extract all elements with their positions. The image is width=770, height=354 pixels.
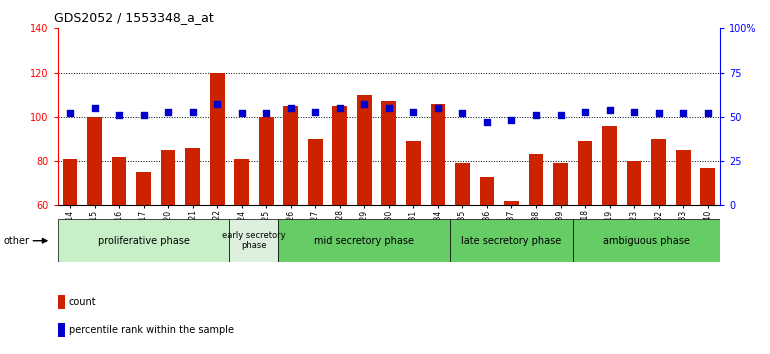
Point	[64, 110, 76, 116]
Point	[628, 109, 641, 114]
Text: early secretory
phase: early secretory phase	[222, 231, 286, 250]
Point	[137, 112, 149, 118]
Bar	[602, 126, 617, 205]
Text: ambiguous phase: ambiguous phase	[603, 236, 690, 246]
Text: mid secretory phase: mid secretory phase	[314, 236, 414, 246]
Bar	[234, 159, 249, 205]
Bar	[333, 106, 347, 205]
Bar	[553, 163, 568, 205]
Point	[309, 109, 321, 114]
Point	[554, 112, 567, 118]
Point	[260, 110, 273, 116]
Bar	[676, 150, 691, 205]
Bar	[406, 141, 420, 205]
Point	[652, 110, 665, 116]
Point	[505, 118, 517, 123]
Bar	[136, 172, 151, 205]
Bar	[259, 117, 273, 205]
Bar	[161, 150, 176, 205]
Bar	[701, 168, 715, 205]
Bar	[455, 163, 470, 205]
Bar	[62, 159, 77, 205]
Point	[211, 102, 223, 107]
Bar	[279, 219, 450, 262]
Point	[186, 109, 199, 114]
Point	[677, 110, 689, 116]
Bar	[58, 219, 229, 262]
Text: percentile rank within the sample: percentile rank within the sample	[69, 325, 233, 335]
Point	[701, 110, 714, 116]
Bar	[58, 323, 65, 337]
Bar	[283, 106, 298, 205]
Bar	[87, 117, 102, 205]
Bar	[480, 177, 494, 205]
Text: late secretory phase: late secretory phase	[461, 236, 561, 246]
Point	[530, 112, 542, 118]
Point	[604, 107, 616, 113]
Bar	[357, 95, 372, 205]
Point	[333, 105, 346, 111]
Bar	[450, 219, 573, 262]
Text: count: count	[69, 297, 96, 307]
Bar	[651, 139, 666, 205]
Bar	[578, 141, 592, 205]
Bar	[186, 148, 200, 205]
Text: GDS2052 / 1553348_a_at: GDS2052 / 1553348_a_at	[54, 11, 213, 24]
Bar	[112, 156, 126, 205]
Bar	[504, 201, 519, 205]
Bar	[573, 219, 720, 262]
Point	[358, 102, 370, 107]
Bar	[58, 295, 65, 309]
Bar	[627, 161, 641, 205]
Point	[383, 105, 395, 111]
Bar	[209, 73, 225, 205]
Bar	[529, 154, 544, 205]
Point	[407, 109, 420, 114]
Point	[480, 119, 493, 125]
Point	[579, 109, 591, 114]
Point	[457, 110, 469, 116]
Point	[162, 109, 174, 114]
Point	[285, 105, 297, 111]
Point	[432, 105, 444, 111]
Bar	[381, 101, 397, 205]
Point	[236, 110, 248, 116]
Bar	[229, 219, 279, 262]
Point	[113, 112, 126, 118]
Text: proliferative phase: proliferative phase	[98, 236, 189, 246]
Bar	[308, 139, 323, 205]
Bar	[430, 103, 445, 205]
Text: other: other	[4, 236, 30, 246]
Point	[89, 105, 101, 111]
